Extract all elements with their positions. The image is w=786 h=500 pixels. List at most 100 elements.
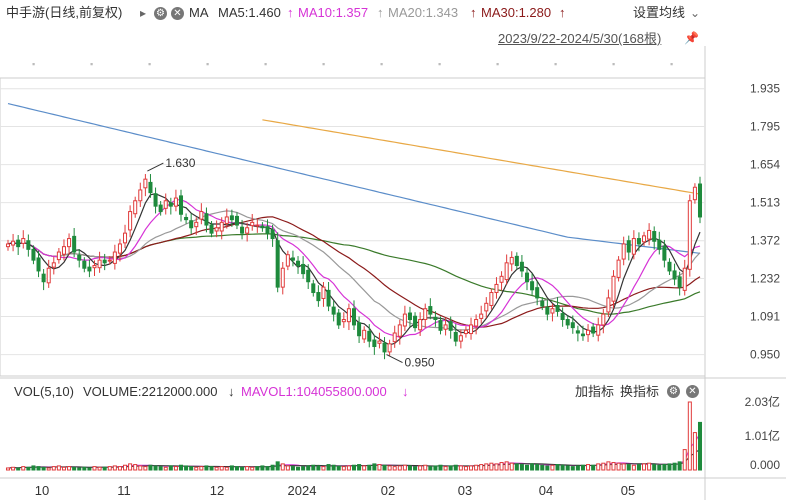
candle-body bbox=[316, 292, 321, 302]
candle-body bbox=[433, 316, 438, 321]
candle-body bbox=[336, 312, 341, 326]
time-axis: 10 11 12 2024 02 03 04 05 bbox=[35, 483, 635, 498]
candle-body bbox=[413, 315, 418, 329]
x-tick-label: 12 bbox=[210, 483, 224, 498]
play-icon[interactable]: ▸ bbox=[140, 6, 147, 20]
volume-bar bbox=[662, 464, 667, 471]
chevron-down-icon[interactable]: ⌄ bbox=[690, 6, 701, 20]
candle-body bbox=[402, 313, 407, 327]
candle-body bbox=[631, 238, 636, 255]
volume-bar bbox=[26, 466, 31, 471]
volume-bar bbox=[31, 465, 36, 471]
volume-bar bbox=[601, 462, 606, 471]
candle-body bbox=[107, 259, 112, 262]
candle-body bbox=[407, 312, 412, 321]
up-arrow-icon: ↑ bbox=[470, 5, 477, 20]
volume-bar bbox=[184, 465, 189, 471]
volume-bar bbox=[402, 464, 407, 471]
annotation-arrow bbox=[147, 162, 164, 172]
pin-icon[interactable]: 📌 bbox=[684, 31, 699, 45]
ma30-line bbox=[7, 216, 701, 328]
settings-gear-icon[interactable]: ⚙ bbox=[667, 385, 680, 398]
volume-bar bbox=[209, 466, 214, 471]
volume-bar bbox=[153, 465, 158, 471]
candles bbox=[5, 174, 703, 360]
candle-body bbox=[591, 326, 596, 334]
vol-label: VOL(5,10) bbox=[14, 384, 74, 399]
candle-body bbox=[423, 308, 428, 321]
volume-bar bbox=[565, 465, 570, 471]
add-indicator-button[interactable]: 加指标 bbox=[575, 384, 615, 399]
switch-indicator-button[interactable]: 换指标 bbox=[620, 384, 660, 399]
close-icon[interactable]: ✕ bbox=[686, 385, 699, 398]
volume-bar bbox=[224, 466, 229, 471]
volume-bar bbox=[158, 466, 163, 471]
volume-bar bbox=[555, 464, 560, 471]
candle-body bbox=[677, 276, 682, 288]
volume-bar bbox=[346, 465, 351, 471]
candle-body bbox=[51, 262, 56, 268]
ma-settings-button[interactable]: 设置均线 bbox=[633, 5, 686, 20]
close-icon[interactable]: ✕ bbox=[171, 7, 184, 20]
volume-bar bbox=[657, 464, 662, 471]
y-tick-label: 1.513 bbox=[750, 196, 780, 210]
ma20-value: MA20:1.343 bbox=[388, 5, 459, 20]
volume-bar bbox=[687, 401, 692, 471]
volume-bar bbox=[285, 465, 290, 471]
ma250-line bbox=[262, 119, 701, 195]
volume-bar bbox=[504, 461, 509, 471]
candle-body bbox=[11, 240, 16, 246]
volume-bar bbox=[377, 464, 382, 471]
candle-body bbox=[178, 195, 184, 215]
mavol-value: MAVOL1:104055800.000 bbox=[241, 384, 387, 399]
volume-bar bbox=[667, 463, 672, 471]
candle-body bbox=[672, 270, 677, 280]
candle-body bbox=[611, 275, 616, 302]
ma-label: MA bbox=[189, 5, 209, 20]
volume-bar bbox=[392, 466, 397, 471]
candle-body bbox=[331, 306, 336, 315]
volume-bar bbox=[453, 464, 458, 471]
volume-tick-label: 1.01亿 bbox=[745, 428, 780, 443]
volume-bar bbox=[290, 466, 295, 471]
candle-body bbox=[448, 321, 453, 331]
volume-bar bbox=[11, 466, 16, 471]
volume-bar bbox=[362, 465, 367, 471]
volume-bar bbox=[199, 466, 204, 471]
volume-bar bbox=[72, 466, 77, 471]
date-range-text[interactable]: 2023/9/22-2024/5/30(168根) bbox=[498, 31, 662, 46]
volume-bar bbox=[428, 466, 433, 471]
candle-body bbox=[234, 215, 239, 226]
candle-body bbox=[687, 200, 692, 270]
y-tick-label: 1.935 bbox=[750, 82, 780, 96]
candle-body bbox=[565, 319, 570, 326]
time-dot: ▪ bbox=[612, 59, 615, 69]
candle-body bbox=[117, 243, 122, 254]
candle-body bbox=[647, 229, 652, 240]
volume-bar bbox=[123, 464, 128, 471]
candle-body bbox=[463, 329, 468, 335]
candle-body bbox=[41, 273, 46, 283]
volume-bar bbox=[107, 466, 112, 471]
volume-bar bbox=[616, 462, 621, 471]
annotation-label: 0.950 bbox=[405, 356, 435, 370]
candle-body bbox=[296, 260, 301, 267]
volume-axis: 2.03亿 1.01亿 0.000 bbox=[745, 394, 781, 472]
volume-bar bbox=[647, 462, 652, 471]
candle-body bbox=[484, 302, 489, 312]
candle-body bbox=[163, 200, 168, 209]
candle-body bbox=[372, 339, 377, 348]
candle-body bbox=[652, 231, 657, 242]
volume-bar bbox=[240, 466, 245, 471]
time-dot: ▪ bbox=[438, 59, 441, 69]
candle-body bbox=[682, 267, 687, 291]
candle-body bbox=[596, 324, 601, 336]
candle-body bbox=[224, 216, 229, 224]
candle-body bbox=[102, 259, 107, 264]
candle-body bbox=[72, 235, 77, 253]
time-dot: ▪ bbox=[554, 59, 557, 69]
settings-gear-icon[interactable]: ⚙ bbox=[154, 7, 167, 20]
candle-body bbox=[97, 259, 102, 269]
candle-body bbox=[570, 322, 575, 329]
candle-body bbox=[321, 286, 326, 299]
